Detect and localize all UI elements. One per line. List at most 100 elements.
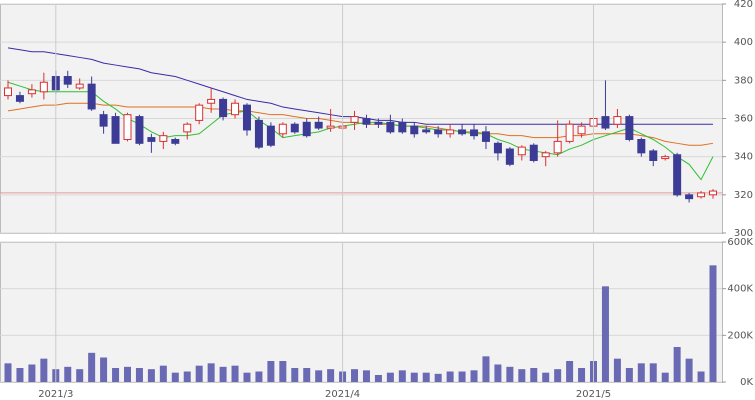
volume-bar [351, 369, 359, 382]
candle-body [649, 150, 658, 161]
volume-bar [386, 372, 394, 382]
candle-body [27, 89, 36, 95]
volume-bar [374, 375, 382, 382]
volume-bar [219, 366, 227, 382]
volume-bar [135, 368, 143, 382]
volume-bar [40, 358, 48, 382]
candle-body [254, 119, 263, 148]
y-tick-label: 400K [727, 284, 753, 295]
x-tick-label: 2021/4 [325, 389, 360, 400]
candle-body [159, 135, 168, 142]
volume-bar [542, 372, 550, 382]
volume-bar [291, 368, 299, 382]
volume-bar [147, 369, 155, 382]
volume-bar [4, 363, 12, 382]
volume-bar [183, 371, 191, 382]
candle-body [219, 98, 228, 118]
candle-body [577, 125, 586, 135]
volume-bar [625, 368, 633, 382]
volume-bar [255, 371, 263, 382]
y-tick-label: 380 [734, 75, 753, 86]
candle-body [517, 146, 526, 156]
volume-bar [231, 365, 239, 382]
volume-bar [303, 368, 311, 382]
candle-body [505, 148, 514, 165]
volume-bar [673, 347, 681, 382]
volume-bar [506, 366, 514, 382]
volume-bar [422, 372, 430, 382]
y-tick-label: 0K [740, 377, 753, 388]
volume-bar [28, 364, 36, 382]
volume-bar [398, 370, 406, 382]
candle-body [386, 121, 395, 133]
candle-body [266, 125, 275, 146]
candle-body [231, 102, 240, 116]
y-tick-label: 360 [734, 114, 753, 125]
y-tick-label: 400 [734, 37, 753, 48]
volume-bar [530, 368, 538, 382]
candle-body [481, 131, 490, 142]
volume-bar [709, 265, 717, 382]
y-tick-label: 420 [734, 0, 753, 10]
volume-bar [207, 363, 215, 382]
candle-body [39, 81, 48, 93]
candle-body [183, 123, 192, 133]
volume-bar [649, 363, 657, 382]
candle-body [123, 114, 132, 140]
candle-body [290, 123, 299, 133]
volume-bar [697, 371, 705, 382]
volume-bar [267, 361, 275, 382]
candle-body [362, 118, 371, 125]
candle-body [410, 125, 419, 135]
candle-body [673, 154, 682, 196]
volume-bar [279, 361, 287, 382]
volume-bar [661, 372, 669, 382]
y-tick-label: 600K [727, 237, 753, 248]
volume-bar [159, 365, 167, 382]
volume-bar [123, 366, 131, 382]
volume-bar [685, 358, 693, 382]
candle-body [565, 123, 574, 142]
x-tick-label: 2021/5 [576, 389, 611, 400]
y-tick-label: 340 [734, 152, 753, 163]
volume-bar [171, 372, 179, 382]
candle-body [458, 129, 467, 135]
candle-body [697, 192, 706, 198]
volume-bar [434, 373, 442, 382]
candle-body [350, 116, 359, 123]
candle-body [75, 83, 84, 89]
candle-body [4, 87, 12, 97]
candle-body [637, 138, 646, 154]
candle-body [422, 129, 431, 133]
volume-bar [195, 365, 203, 382]
candle-body [685, 194, 694, 200]
candle-body [195, 104, 204, 121]
volume-bar [446, 371, 454, 382]
volume-bar [410, 372, 418, 382]
candle-body [601, 116, 610, 129]
volume-bar [601, 286, 609, 382]
candle-body [493, 142, 502, 154]
candle-body [613, 116, 622, 125]
candle-body [529, 144, 538, 161]
volume-bar [100, 357, 108, 382]
volume-bar [76, 369, 84, 382]
candle-body [470, 129, 479, 137]
candle-body [242, 104, 251, 131]
candle-body [446, 129, 455, 135]
volume-bar [16, 368, 24, 382]
candle-body [171, 138, 180, 144]
candle-body [553, 140, 562, 154]
volume-bar [88, 352, 96, 382]
volume-bar [243, 372, 251, 382]
candle-body [625, 116, 634, 140]
candle-body [15, 95, 24, 102]
volume-bar [554, 369, 562, 382]
candle-body [207, 98, 216, 104]
x-tick-label: 2021/3 [38, 389, 73, 400]
candle-body [87, 83, 96, 110]
volume-bar [470, 370, 478, 382]
candle-body [398, 121, 407, 133]
volume-bar [482, 356, 490, 382]
